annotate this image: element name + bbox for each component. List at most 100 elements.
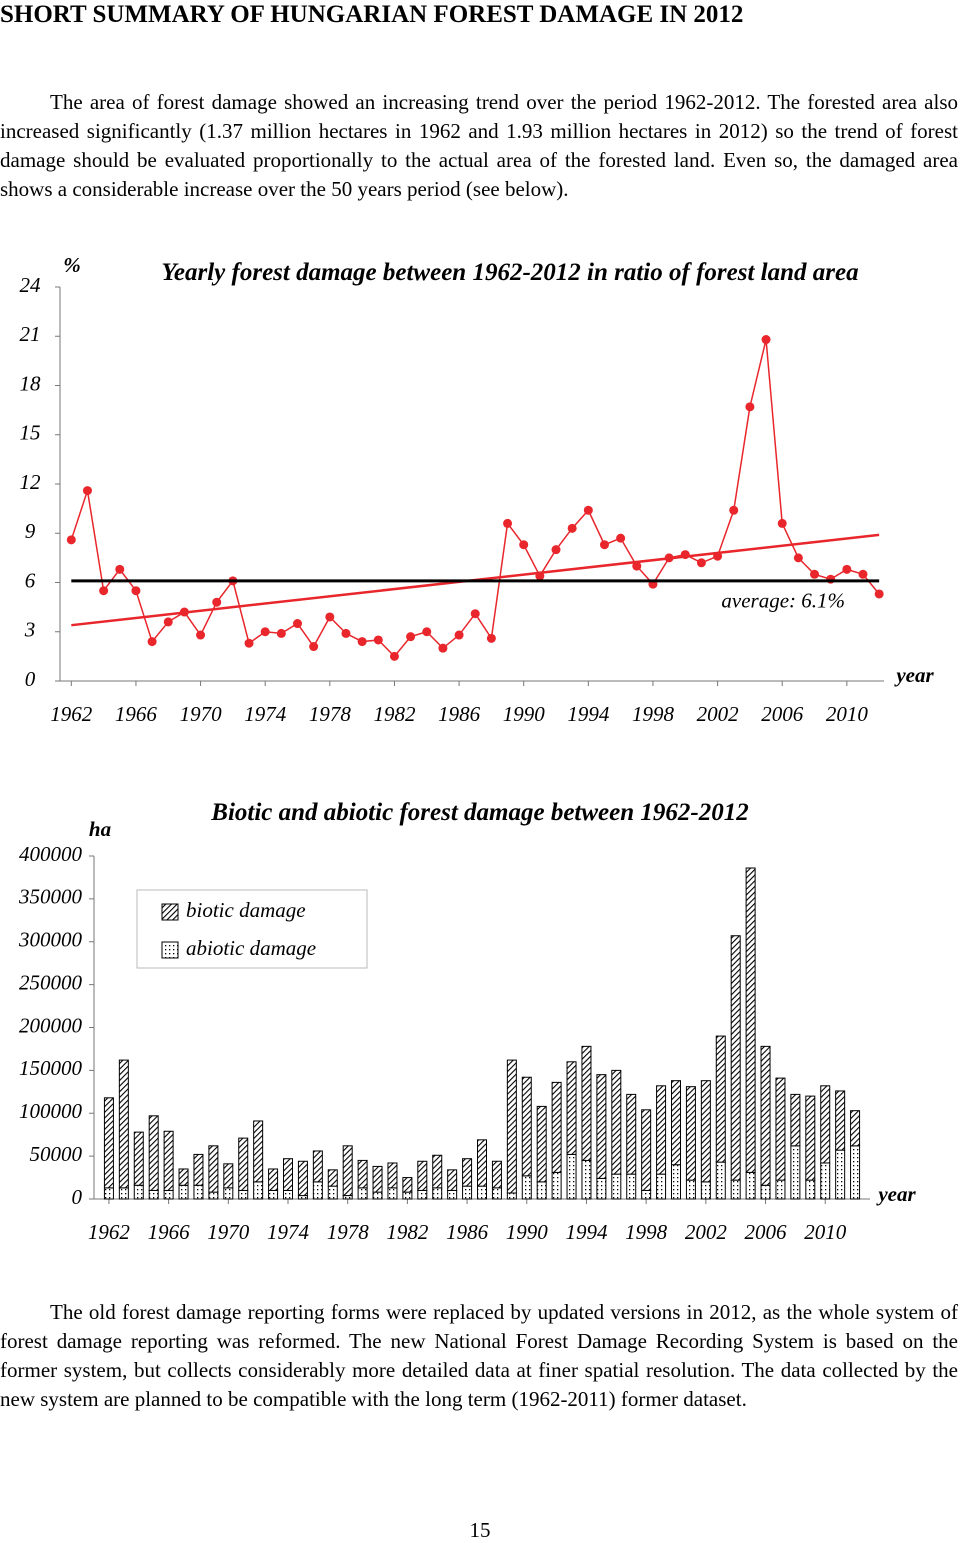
bar-segment bbox=[656, 1173, 667, 1200]
bar-segment bbox=[148, 1115, 159, 1191]
bar-segment bbox=[626, 1173, 637, 1200]
x-tick-label: 1990 bbox=[503, 702, 546, 726]
bar-segment bbox=[626, 1093, 637, 1175]
legend-label: biotic damage bbox=[186, 898, 306, 922]
x-tick-label: 1966 bbox=[115, 702, 158, 726]
bar-segment bbox=[685, 1086, 696, 1181]
data-point bbox=[761, 335, 771, 345]
bar-segment bbox=[641, 1189, 652, 1200]
data-point bbox=[745, 402, 755, 412]
bar-segment bbox=[820, 1162, 831, 1200]
bar-segment bbox=[238, 1189, 249, 1200]
x-tick-label: 1970 bbox=[180, 702, 223, 726]
x-tick-label: 1998 bbox=[632, 702, 675, 726]
bar-segment bbox=[700, 1181, 711, 1200]
x-tick-label: 2010 bbox=[826, 702, 869, 726]
data-point bbox=[147, 637, 157, 647]
bar-segment bbox=[297, 1195, 308, 1200]
bar-segment bbox=[238, 1137, 249, 1191]
y-tick-label: 6 bbox=[25, 568, 36, 592]
bar-segment bbox=[700, 1080, 711, 1183]
y-tick-label: 0 bbox=[72, 1185, 83, 1209]
data-point bbox=[503, 518, 513, 528]
y-tick-label: 300000 bbox=[18, 928, 83, 952]
data-point bbox=[486, 633, 496, 643]
bar-segment bbox=[685, 1179, 696, 1200]
data-point bbox=[874, 589, 884, 599]
bar-segment bbox=[477, 1139, 487, 1187]
x-tick-label: 2010 bbox=[804, 1220, 847, 1244]
bar-segment bbox=[835, 1090, 846, 1151]
intro-paragraph: The area of forest damage showed an incr… bbox=[0, 90, 958, 201]
x-tick-label: 1982 bbox=[373, 702, 416, 726]
bar-segment bbox=[506, 1192, 517, 1200]
bar-segment bbox=[715, 1035, 726, 1163]
bar-segment bbox=[521, 1076, 532, 1177]
data-point bbox=[406, 632, 416, 642]
bar-segment bbox=[671, 1164, 681, 1200]
bar-segment bbox=[447, 1189, 458, 1200]
bar-segment bbox=[745, 1171, 756, 1200]
bar-segment bbox=[491, 1160, 502, 1189]
bar-segment bbox=[491, 1187, 502, 1200]
y-tick-label: 24 bbox=[20, 273, 42, 297]
y-tick-label: 150000 bbox=[19, 1056, 83, 1080]
x-tick-label: 1986 bbox=[438, 702, 481, 726]
y-tick-label: 400000 bbox=[19, 842, 83, 866]
data-point bbox=[276, 628, 286, 638]
x-tick-label: 2002 bbox=[697, 702, 740, 726]
data-point bbox=[858, 569, 868, 579]
bar-segment bbox=[387, 1187, 398, 1200]
bar-segment bbox=[760, 1184, 771, 1200]
data-point bbox=[373, 635, 383, 645]
bar-segment bbox=[118, 1187, 129, 1200]
y-tick-label: 200000 bbox=[19, 1013, 83, 1037]
data-point bbox=[519, 540, 529, 550]
x-tick-label: 2006 bbox=[761, 702, 804, 726]
chart-title: Yearly forest damage between 1962-2012 i… bbox=[161, 259, 859, 286]
bar-segment bbox=[775, 1179, 786, 1200]
x-tick-label: 1982 bbox=[386, 1220, 429, 1244]
data-point bbox=[293, 619, 303, 629]
bar-segment bbox=[820, 1085, 831, 1164]
y-axis-label: ha bbox=[89, 817, 111, 841]
bar-segment bbox=[193, 1153, 204, 1186]
data-point bbox=[196, 630, 206, 640]
bar-segment bbox=[342, 1195, 353, 1200]
y-tick-label: 3 bbox=[24, 618, 36, 642]
data-point bbox=[163, 617, 173, 627]
data-point bbox=[99, 586, 109, 596]
data-point bbox=[260, 627, 270, 637]
data-point bbox=[599, 540, 609, 550]
bar-segment bbox=[372, 1165, 383, 1193]
bar-segment bbox=[163, 1189, 174, 1200]
bar-segment bbox=[268, 1189, 279, 1200]
bar-segment bbox=[835, 1149, 846, 1200]
bar-segment bbox=[805, 1179, 816, 1200]
y-axis-label: % bbox=[63, 253, 81, 277]
x-tick-label: 1990 bbox=[506, 1220, 549, 1244]
average-label: average: 6.1% bbox=[721, 589, 845, 613]
data-point bbox=[583, 505, 593, 515]
data-point bbox=[551, 545, 561, 555]
data-point bbox=[422, 627, 432, 637]
data-point bbox=[244, 638, 254, 648]
bar-segment bbox=[730, 935, 741, 1181]
data-point bbox=[793, 553, 803, 563]
x-tick-label: 1994 bbox=[567, 702, 610, 726]
data-point bbox=[325, 612, 335, 622]
bar-segment bbox=[193, 1184, 204, 1200]
x-tick-label: 1986 bbox=[446, 1220, 489, 1244]
legend-box bbox=[136, 889, 368, 969]
y-tick-label: 0 bbox=[25, 667, 36, 691]
x-tick-label: 1974 bbox=[267, 1220, 310, 1244]
bar-segment bbox=[327, 1185, 338, 1200]
bar-segment bbox=[417, 1160, 428, 1191]
bar-segment bbox=[268, 1168, 279, 1191]
bar-segment bbox=[596, 1177, 607, 1200]
bar-segment bbox=[566, 1061, 577, 1155]
bar-segment bbox=[462, 1185, 473, 1200]
bar-segment bbox=[283, 1189, 293, 1200]
legend-swatch bbox=[161, 941, 179, 959]
